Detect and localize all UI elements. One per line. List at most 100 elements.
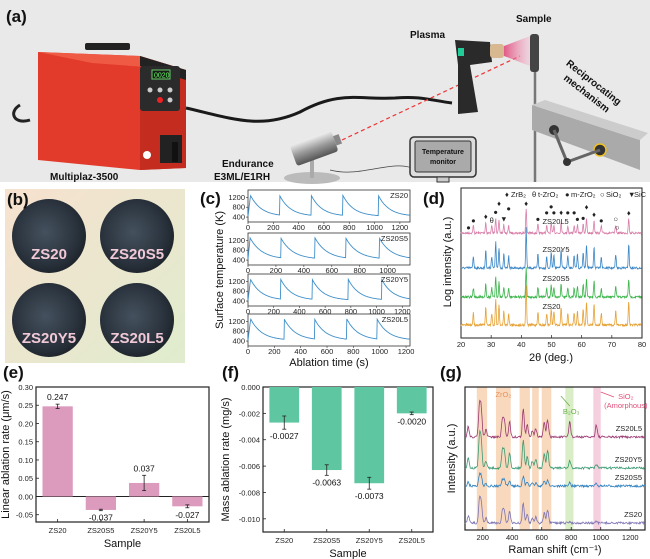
series-label: ZS20L5 [616, 424, 642, 433]
x-tick-label: 800 [353, 266, 366, 275]
y-axis-label: Linear ablation rate (μm/s) [0, 390, 12, 519]
y-tick-label: -0.002 [239, 409, 260, 418]
y-tick-label: 800 [232, 287, 245, 296]
band-zro2 [532, 387, 539, 530]
x-tick-label: 0 [246, 223, 250, 232]
x-tick-label: 1200 [394, 307, 411, 316]
phase-marker: ♦ [484, 212, 488, 221]
bar-zs20y5 [354, 387, 385, 484]
x-tick-label: 200 [270, 266, 283, 275]
y-tick-label: 0.30 [18, 383, 33, 392]
x-tick-label: 80 [638, 340, 646, 349]
temperature-curve-zs20 [247, 193, 410, 217]
bar-zs20s5 [85, 496, 117, 510]
x-tick-label: 800 [345, 307, 358, 316]
y-axis-label: Intensity (a.u.) [446, 424, 458, 494]
pyrometer-label-line1: Endurance [222, 159, 274, 170]
phase-marker: ● [506, 204, 511, 213]
sio2-arrow [600, 391, 615, 398]
sample-disk-zs20l5 [100, 283, 174, 357]
phase-marker: ♦ [627, 209, 631, 218]
series-label: ZS20Y5 [381, 275, 408, 284]
phase-marker: ♦ [559, 208, 563, 217]
legend-symbol: ♦ [505, 190, 509, 199]
x-tick-label: ZS20S5 [87, 526, 114, 535]
x-tick-label: 400 [292, 223, 305, 232]
sample-label-zs20s5: ZS20S5 [110, 246, 164, 263]
x-tick-label: 1000 [379, 266, 396, 275]
y-tick-label: -0.05 [16, 511, 33, 520]
subplot-frame [247, 189, 411, 223]
panel-e-linear-ablation-chart: (e) -0.05 0.00 0.05 0.10 0.15 0.20 0.25 0.30 0.2… [0, 363, 210, 550]
y-tick-label: 1200 [228, 193, 245, 202]
power-cable [185, 95, 453, 123]
phase-marker: ● [572, 208, 577, 217]
raman-spectrum-zs20s5 [464, 471, 646, 489]
x-tick-label: ZS20Y5 [131, 526, 158, 535]
y-tick-label: 1200 [228, 317, 245, 326]
sample-disk-zs20 [12, 199, 86, 273]
pyrometer-label-line2: E3ML/E1RH [214, 172, 270, 183]
x-axis-label: Raman shift (cm⁻¹) [508, 544, 601, 556]
bar-zs20l5 [396, 387, 427, 414]
legend-label: SiO₂ [606, 190, 622, 199]
bar-value-label: -0.0020 [397, 417, 426, 427]
x-tick-label: 400 [506, 533, 519, 542]
phase-marker: ♦ [497, 199, 501, 208]
x-tick-label: ZS20L5 [399, 536, 425, 545]
bar-zs20 [42, 406, 73, 497]
y-axis-label: Surface temperature (K) [214, 211, 226, 329]
y-tick-label: 0.000 [241, 383, 260, 392]
x-tick-label: 800 [343, 223, 356, 232]
bar-value-label: 0.247 [47, 392, 69, 402]
phase-marker: ● [544, 208, 549, 217]
x-tick-label: 800 [347, 347, 360, 356]
sample-label: Sample [516, 14, 552, 25]
x-tick-label: ZS20Y5 [356, 536, 383, 545]
y-axis-label: Mass ablation rate (mg/s) [220, 397, 232, 521]
phase-marker: ● [599, 216, 604, 225]
phase-marker: ● [493, 207, 498, 216]
x-tick-label: 1200 [392, 223, 409, 232]
bar-zs20l5 [172, 496, 203, 507]
x-tick-label: 200 [267, 307, 280, 316]
series-label: ZS20L5 [382, 315, 408, 324]
panel-g-raman-chart: (g) 200 400 600 800 1000 1200 ZS20L5 ZS20Y5 ZS20… [440, 363, 648, 556]
temperature-curve-zs20y5 [247, 277, 411, 301]
x-tick-label: 600 [321, 347, 334, 356]
x-tick-label: 800 [565, 533, 578, 542]
x-tick-label: 1000 [368, 307, 385, 316]
y-tick-label: -0.010 [239, 515, 260, 524]
temperature-curve-zs20s5 [247, 236, 410, 260]
panel-c-label: (c) [200, 189, 221, 208]
x-tick-label: 600 [318, 223, 331, 232]
legend-label: ZrB₂ [511, 190, 526, 199]
x-tick-label: 200 [476, 533, 489, 542]
y-tick-label: 1200 [228, 277, 245, 286]
xrd-pattern-zs20s5 [460, 267, 642, 300]
bar-value-label: 0.037 [133, 463, 155, 473]
legend-symbol: ● [565, 190, 570, 199]
plasma-plume [504, 36, 530, 66]
x-tick-label: 20 [457, 340, 465, 349]
phase-marker: ● [466, 223, 471, 232]
y-tick-label: 0.25 [18, 401, 33, 410]
phase-marker: θ [490, 216, 494, 225]
y-tick-label: -0.008 [239, 488, 260, 497]
y-tick-label: 400 [232, 337, 245, 346]
bar-value-label: -0.037 [89, 513, 113, 523]
bar-value-label: -0.0063 [312, 477, 341, 487]
display-readout: 0020 [154, 73, 170, 80]
plot-frame [464, 386, 646, 531]
x-tick-label: 200 [267, 223, 280, 232]
x-tick-label: 400 [293, 307, 306, 316]
bar-value-label: -0.0027 [270, 431, 299, 441]
x-tick-label: 50 [547, 340, 555, 349]
phase-marker: ○ [615, 223, 620, 232]
bar-value-label: -0.0073 [355, 491, 384, 501]
phase-marker: ● [549, 202, 554, 211]
legend-symbol: ▼ [628, 190, 635, 199]
x-tick-label: 200 [268, 347, 281, 356]
panel-f-mass-ablation-chart: (f) 0.000 -0.002 -0.004 -0.006 -0.008 -0.010 -… [220, 363, 434, 559]
x-tick-label: 40 [517, 340, 525, 349]
